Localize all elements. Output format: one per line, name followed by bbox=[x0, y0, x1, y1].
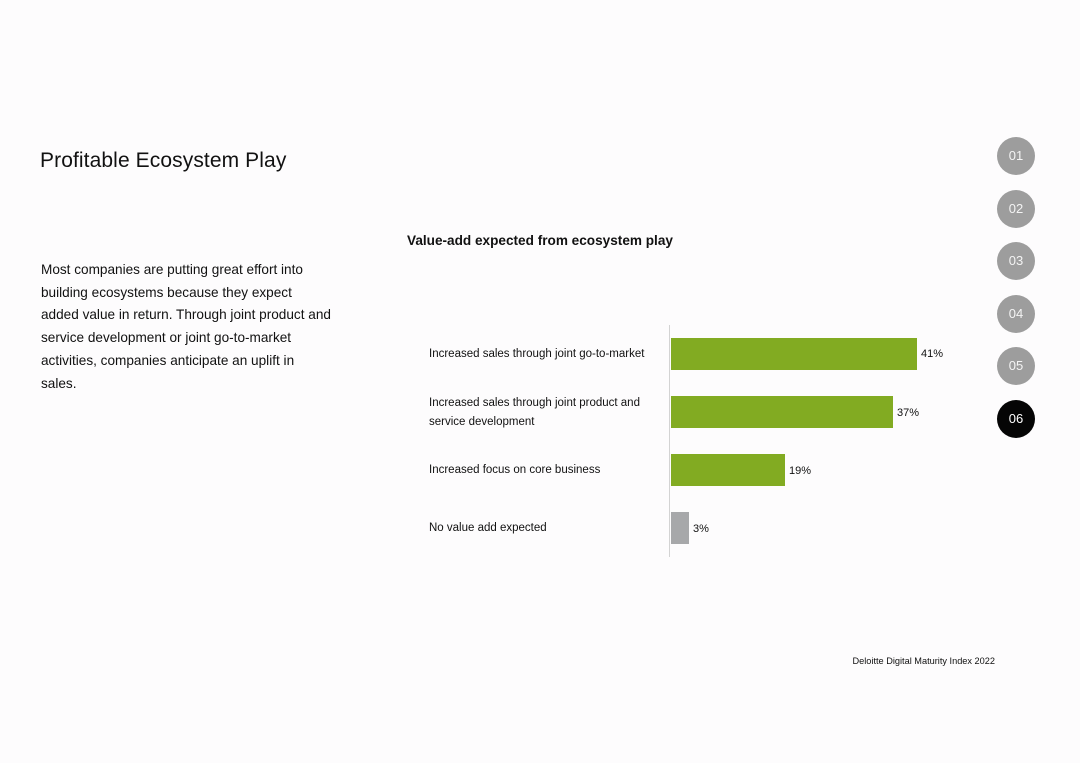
nav-item-02[interactable]: 02 bbox=[997, 189, 1035, 228]
nav-item-05[interactable]: 05 bbox=[997, 347, 1035, 386]
bar bbox=[671, 396, 893, 428]
intro-paragraph: Most companies are putting great effort … bbox=[41, 262, 331, 391]
category-label: Increased sales through joint product an… bbox=[429, 397, 640, 428]
bar bbox=[671, 454, 785, 486]
category-label: Increased focus on core business bbox=[429, 464, 601, 476]
data-label: 41% bbox=[921, 348, 944, 360]
page-title: Profitable Ecosystem Play bbox=[40, 149, 287, 172]
y-axis-line bbox=[669, 325, 670, 557]
category-label: Increased sales through joint go-to-mark… bbox=[429, 348, 645, 360]
data-label: 3% bbox=[693, 523, 709, 535]
section-nav: 01 02 03 04 05 06 bbox=[997, 137, 1037, 453]
category-label: No value add expected bbox=[429, 522, 547, 534]
data-label: 19% bbox=[789, 465, 812, 477]
nav-item-04[interactable]: 04 bbox=[997, 294, 1035, 333]
footer-source: Deloitte Digital Maturity Index 2022 bbox=[852, 656, 995, 666]
bar bbox=[671, 512, 689, 544]
bar bbox=[671, 338, 917, 370]
nav-item-03[interactable]: 03 bbox=[997, 242, 1035, 281]
data-label: 37% bbox=[897, 407, 920, 419]
chart-title: Value-add expected from ecosystem play bbox=[407, 233, 673, 248]
nav-item-01[interactable]: 01 bbox=[997, 137, 1035, 175]
nav-item-06[interactable]: 06 bbox=[997, 399, 1035, 438]
